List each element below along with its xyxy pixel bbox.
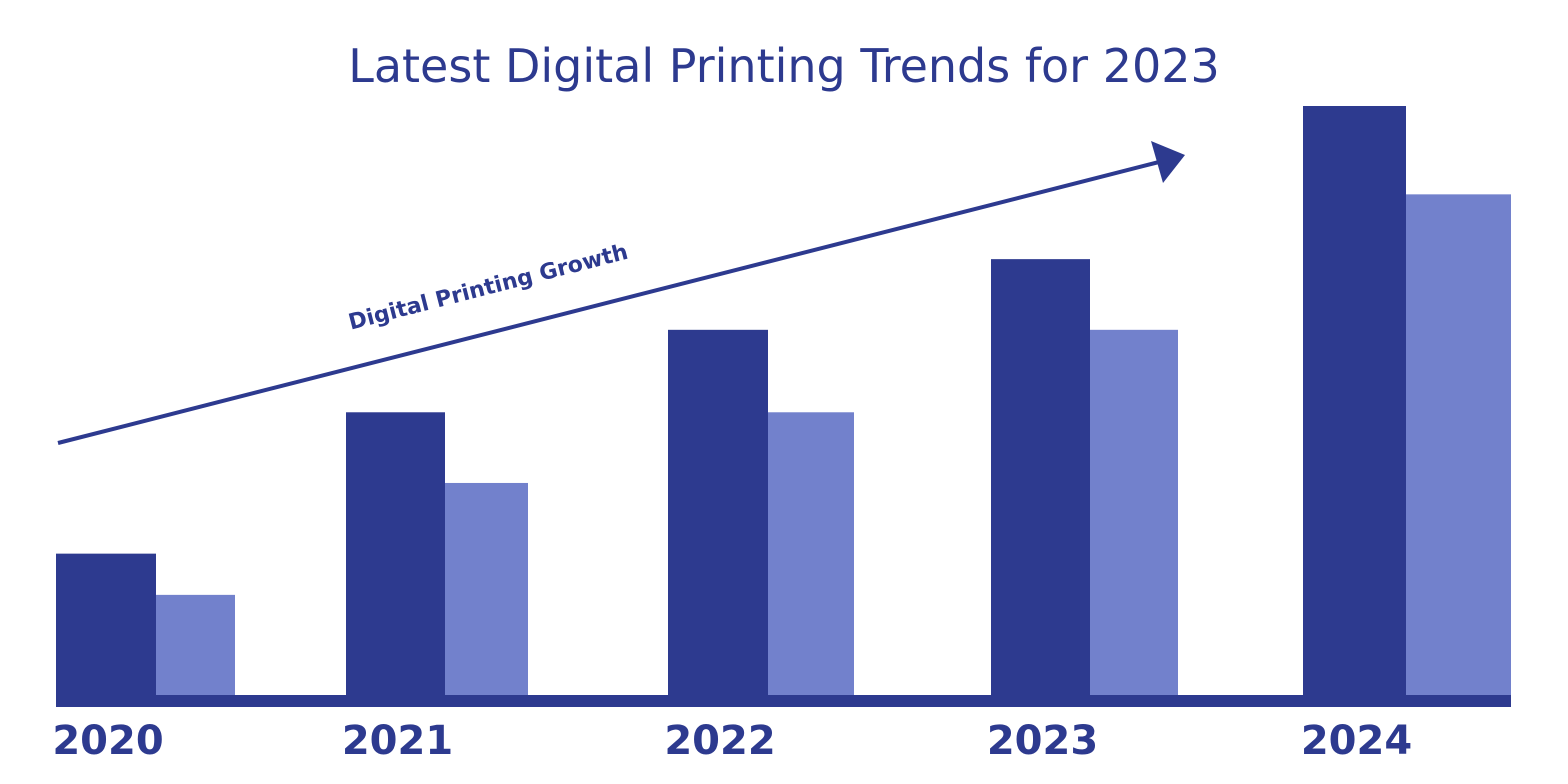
x-tick-label: 2020 [52, 718, 163, 764]
bar-2021-series-1 [445, 482, 528, 695]
x-tick-label: 2023 [987, 718, 1098, 764]
x-tick-label: 2022 [664, 718, 775, 764]
bars-group [56, 106, 1511, 707]
bar-2023-series-1 [1090, 329, 1178, 695]
growth-arrow-line [57, 159, 1164, 445]
bar-2024-series-0 [1303, 106, 1406, 707]
x-tick-label: 2021 [342, 718, 453, 764]
x-axis-line [56, 695, 1511, 707]
bar-2024-series-1 [1406, 194, 1511, 695]
bar-2022-series-0 [668, 329, 768, 707]
x-tick-label: 2024 [1301, 718, 1412, 764]
growth-annotation: Digital Printing Growth [346, 240, 631, 336]
bar-2020-series-0 [56, 553, 156, 707]
x-tick-labels: 2020 2021 2022 2023 2024 [52, 718, 1412, 764]
chart-title: Latest Digital Printing Trends for 2023 [348, 39, 1220, 93]
bar-2021-series-0 [346, 412, 445, 707]
bar-2023-series-0 [991, 259, 1090, 707]
growth-arrow [57, 141, 1185, 445]
arrowhead-icon [1151, 141, 1185, 183]
bar-2022-series-1 [768, 412, 854, 695]
bar-2020-series-1 [156, 594, 235, 695]
